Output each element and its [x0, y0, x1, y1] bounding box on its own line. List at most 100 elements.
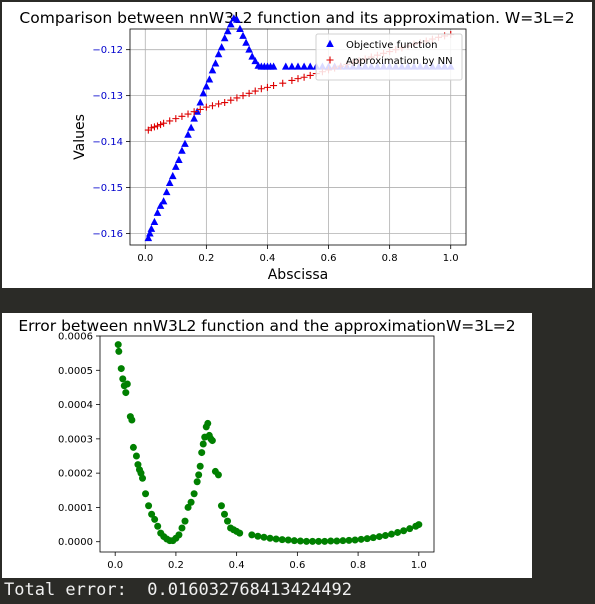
y-axis-label: Values — [72, 114, 88, 160]
circle-marker — [114, 341, 122, 349]
circle-marker — [220, 510, 228, 518]
x-tick-label: 0.4 — [229, 560, 245, 571]
plus-marker — [326, 56, 334, 64]
plus-marker — [147, 124, 155, 132]
circle-marker — [139, 474, 147, 482]
triangle-marker — [306, 62, 315, 70]
triangle-marker — [172, 162, 180, 170]
circle-marker — [296, 537, 304, 545]
x-tick-label: 0.8 — [382, 253, 398, 264]
circle-marker — [190, 490, 198, 498]
circle-marker — [381, 532, 389, 540]
y-tick-label: 0.0001 — [58, 503, 93, 514]
triangle-marker — [248, 52, 256, 60]
circle-marker — [193, 478, 201, 486]
triangle-marker — [245, 45, 253, 53]
triangle-marker — [156, 201, 165, 209]
circle-marker — [400, 527, 408, 535]
y-tick-label: −0.14 — [92, 137, 123, 148]
circle-marker — [184, 503, 192, 511]
plus-marker — [233, 94, 241, 102]
legend-label: Approximation by NN — [346, 56, 453, 67]
plus-marker — [178, 112, 186, 120]
triangle-marker — [144, 233, 153, 242]
plus-marker — [306, 71, 314, 79]
total-error-output: Total error: 0.016032768413424492 — [4, 580, 352, 600]
circle-marker — [181, 517, 189, 525]
circle-marker — [214, 471, 222, 479]
triangle-marker — [199, 89, 208, 97]
triangle-marker — [147, 224, 156, 232]
y-tick-label: 0.0002 — [58, 469, 93, 480]
chart-title: Error between nnW3L2 function and the ap… — [18, 317, 515, 335]
triangle-marker — [184, 130, 192, 138]
legend-box — [315, 33, 463, 81]
circle-marker — [406, 525, 414, 533]
triangle-marker — [190, 114, 198, 122]
triangle-marker — [211, 59, 220, 67]
circle-marker — [132, 452, 140, 460]
circle-marker — [260, 533, 268, 541]
circle-marker — [195, 471, 203, 479]
circle-marker — [196, 462, 204, 470]
circle-marker — [266, 534, 274, 542]
x-tick-label: 1.0 — [443, 253, 459, 264]
circle-marker — [284, 536, 292, 544]
plus-marker — [257, 85, 265, 93]
x-tick-label: 0.0 — [107, 560, 123, 571]
circle-marker — [254, 532, 262, 540]
triangle-marker — [217, 43, 226, 51]
x-tick-label: 0.6 — [321, 253, 337, 264]
circle-marker — [375, 533, 383, 541]
triangle-marker — [168, 171, 177, 180]
plus-marker — [227, 96, 235, 104]
circle-marker — [302, 537, 310, 545]
x-tick-label: 0.6 — [289, 560, 305, 571]
triangle-marker — [251, 56, 260, 65]
circle-marker — [351, 536, 359, 544]
y-tick-label: −0.12 — [92, 45, 123, 56]
x-tick-label: 0.4 — [260, 253, 276, 264]
triangle-marker — [178, 146, 186, 154]
x-tick-label: 0.2 — [198, 253, 214, 264]
circle-marker — [272, 535, 280, 543]
plus-marker — [190, 108, 198, 116]
plus-marker — [208, 102, 216, 110]
plus-marker — [172, 115, 180, 123]
triangle-marker — [205, 75, 214, 83]
circle-marker — [369, 534, 377, 542]
circle-marker — [154, 522, 162, 530]
circle-marker — [217, 502, 225, 510]
circle-marker — [128, 416, 136, 424]
y-tick-label: 0.0004 — [58, 400, 93, 411]
plus-marker — [166, 117, 174, 125]
triangle-marker — [175, 155, 183, 163]
y-tick-label: 0.0006 — [58, 332, 93, 343]
y-tick-label: −0.15 — [92, 183, 123, 194]
triangle-marker — [193, 107, 201, 115]
circle-marker — [117, 365, 125, 373]
circle-marker — [327, 537, 335, 545]
circle-marker — [357, 535, 365, 543]
plus-marker — [300, 73, 308, 81]
circle-marker — [142, 490, 150, 498]
triangle-marker — [159, 197, 168, 205]
plus-marker — [215, 100, 223, 108]
circle-marker — [345, 536, 353, 544]
circle-marker — [333, 537, 341, 545]
triangle-marker — [300, 62, 308, 70]
circle-marker — [123, 380, 131, 388]
triangle-marker — [239, 31, 247, 39]
plus-marker — [239, 92, 247, 100]
triangle-marker — [214, 50, 223, 58]
triangle-marker — [196, 98, 205, 106]
plus-marker — [157, 121, 165, 129]
triangle-marker — [202, 82, 211, 90]
circle-marker — [290, 537, 298, 545]
plus-marker — [251, 87, 259, 95]
plus-marker — [196, 105, 204, 113]
circle-marker — [278, 536, 286, 544]
triangle-marker — [181, 139, 189, 147]
plus-marker — [153, 122, 161, 130]
legend: Objective function Approximation by NN — [315, 33, 463, 81]
